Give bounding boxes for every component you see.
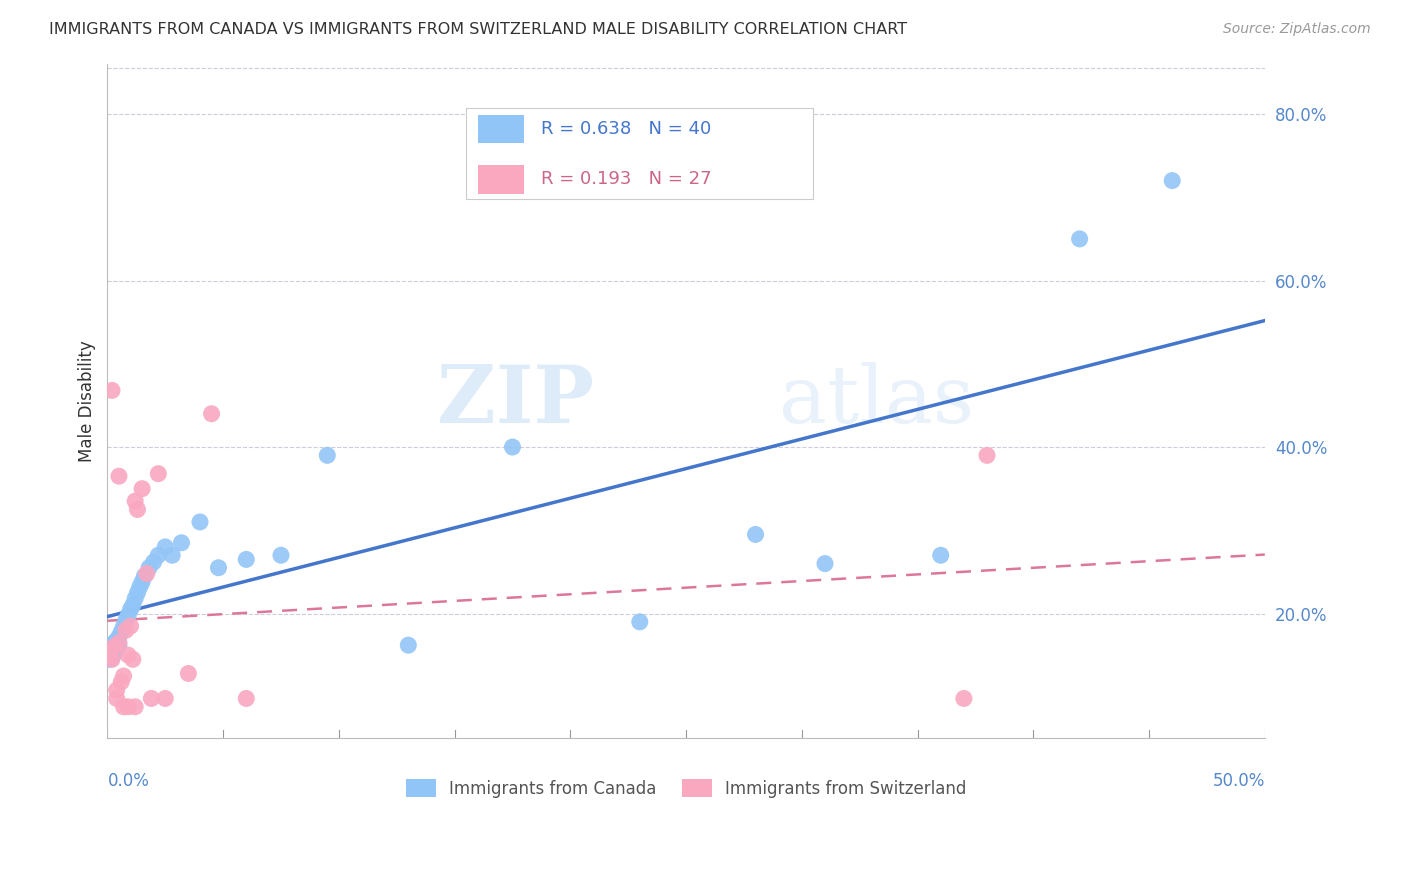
FancyBboxPatch shape — [478, 115, 524, 143]
Point — [131, 482, 153, 496]
Point — [110, 624, 132, 639]
Point — [200, 407, 222, 421]
Point — [117, 699, 139, 714]
Point — [103, 635, 125, 649]
Point — [101, 649, 124, 664]
Point — [235, 691, 257, 706]
Point — [141, 691, 163, 706]
Point — [121, 598, 143, 612]
Text: 0.0%: 0.0% — [107, 772, 149, 789]
Point — [134, 569, 156, 583]
Point — [207, 560, 229, 574]
Point — [128, 580, 150, 594]
Point — [1161, 173, 1184, 187]
Point — [148, 467, 170, 481]
Point — [131, 574, 153, 589]
Point — [142, 555, 165, 569]
Point — [814, 557, 837, 571]
FancyBboxPatch shape — [478, 165, 524, 194]
Point — [108, 635, 131, 649]
Point — [108, 630, 131, 644]
Point — [124, 591, 146, 606]
Point — [112, 619, 135, 633]
Point — [953, 691, 976, 706]
Point — [127, 585, 149, 599]
Point — [155, 691, 177, 706]
Point — [117, 648, 139, 662]
Point — [188, 515, 211, 529]
Point — [112, 699, 135, 714]
Point — [101, 652, 124, 666]
Point — [138, 560, 160, 574]
Legend: Immigrants from Canada, Immigrants from Switzerland: Immigrants from Canada, Immigrants from … — [399, 772, 973, 805]
Point — [929, 548, 952, 562]
Point — [316, 448, 339, 462]
Point — [501, 440, 523, 454]
Point — [628, 615, 651, 629]
Point — [112, 669, 135, 683]
Point — [396, 638, 419, 652]
Y-axis label: Male Disability: Male Disability — [79, 341, 96, 462]
Text: 50.0%: 50.0% — [1212, 772, 1265, 789]
Point — [121, 652, 143, 666]
Text: atlas: atlas — [779, 362, 974, 441]
Point — [976, 448, 998, 462]
Point — [115, 623, 138, 637]
Point — [160, 548, 183, 562]
Point — [101, 640, 124, 654]
Point — [115, 613, 138, 627]
Point — [103, 640, 125, 654]
Text: R = 0.193   N = 27: R = 0.193 N = 27 — [541, 170, 711, 188]
Point — [170, 535, 193, 549]
Point — [101, 641, 124, 656]
Point — [148, 548, 170, 562]
Point — [108, 638, 131, 652]
Point — [135, 566, 157, 581]
Text: R = 0.638   N = 40: R = 0.638 N = 40 — [541, 120, 711, 137]
Point — [124, 699, 146, 714]
Point — [177, 666, 200, 681]
Text: IMMIGRANTS FROM CANADA VS IMMIGRANTS FROM SWITZERLAND MALE DISABILITY CORRELATIO: IMMIGRANTS FROM CANADA VS IMMIGRANTS FRO… — [49, 22, 907, 37]
Point — [120, 602, 142, 616]
Point — [124, 494, 146, 508]
Point — [110, 674, 132, 689]
Point — [120, 619, 142, 633]
Point — [105, 683, 128, 698]
Point — [1069, 232, 1091, 246]
Point — [105, 633, 128, 648]
Point — [744, 527, 766, 541]
Point — [98, 649, 121, 664]
Point — [98, 647, 121, 661]
Point — [101, 384, 124, 398]
Text: ZIP: ZIP — [436, 362, 593, 441]
Point — [270, 548, 292, 562]
Point — [108, 469, 131, 483]
Point — [105, 691, 128, 706]
Point — [98, 644, 121, 658]
Point — [235, 552, 257, 566]
FancyBboxPatch shape — [467, 108, 814, 199]
Point — [117, 608, 139, 623]
Point — [127, 502, 149, 516]
Point — [103, 647, 125, 661]
Point — [105, 641, 128, 656]
Text: Source: ZipAtlas.com: Source: ZipAtlas.com — [1223, 22, 1371, 37]
Point — [98, 652, 121, 666]
Point — [155, 540, 177, 554]
